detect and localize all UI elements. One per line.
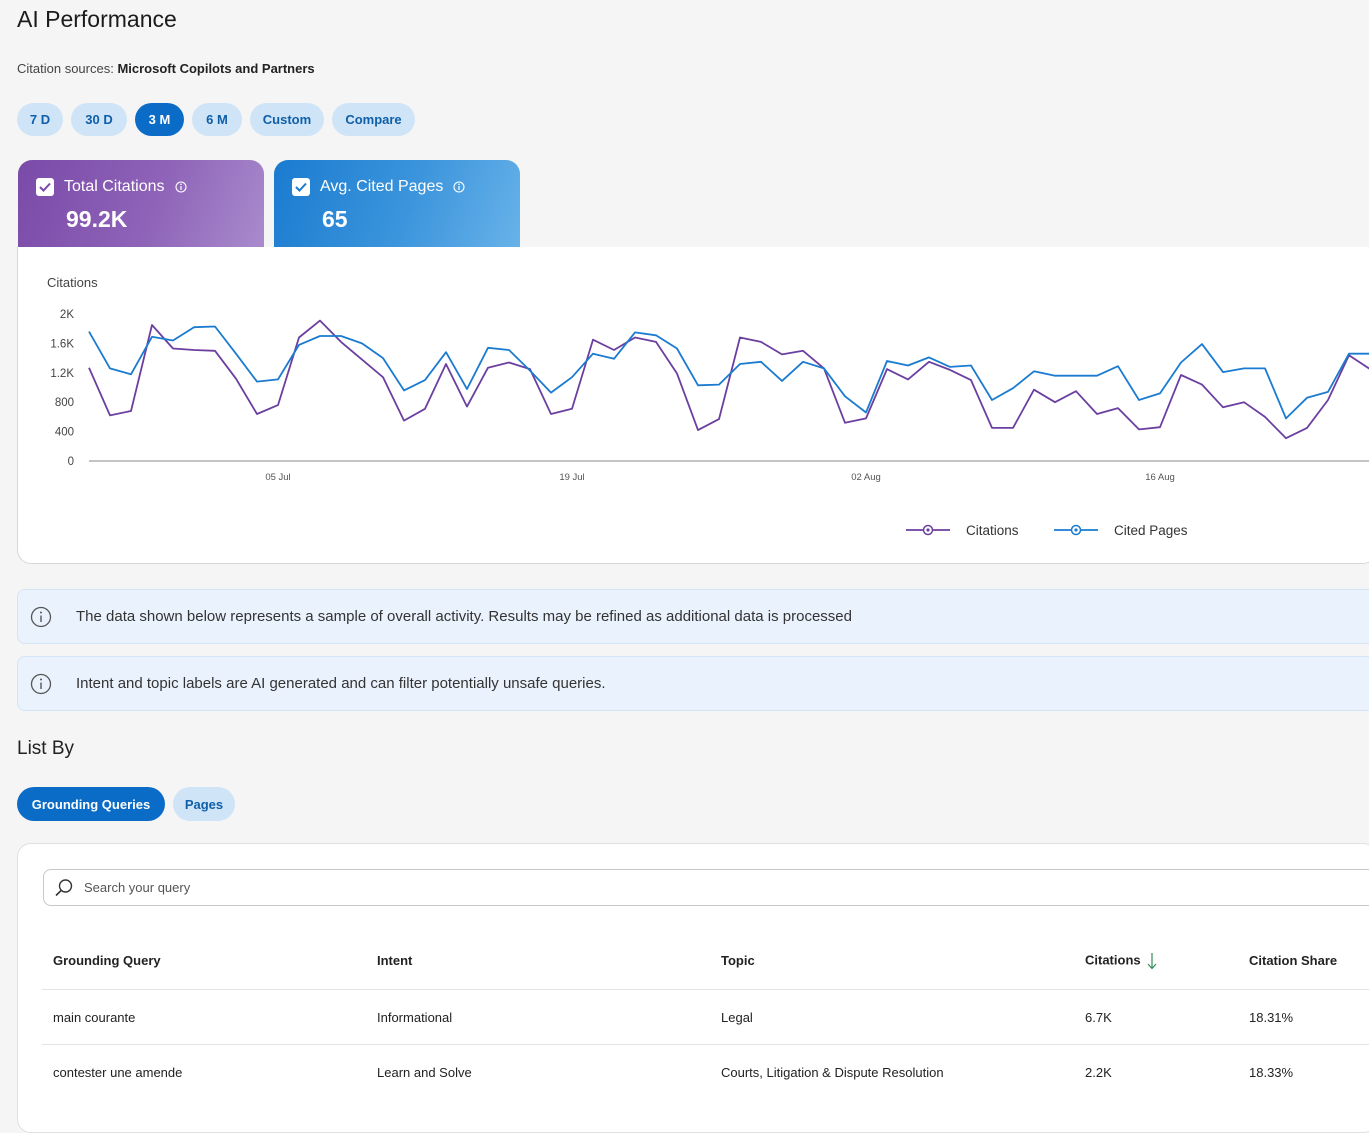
total-citations-checkbox[interactable] bbox=[36, 178, 54, 196]
range-6m-button[interactable]: 6 M bbox=[192, 103, 242, 136]
y-tick-label: 1.2K bbox=[50, 368, 74, 380]
range-30d-button[interactable]: 30 D bbox=[71, 103, 127, 136]
y-tick-label: 1.6K bbox=[50, 338, 74, 350]
table-row[interactable]: main courante Informational Legal 6.7K 1… bbox=[42, 989, 1369, 1045]
legend-label: Cited Pages bbox=[1114, 523, 1188, 538]
y-tick-label: 2K bbox=[60, 309, 74, 321]
list-by-tabs: Grounding Queries Pages bbox=[17, 787, 235, 821]
page-title: AI Performance bbox=[17, 6, 177, 32]
column-header-citations[interactable]: Citations bbox=[1085, 952, 1157, 970]
legend-label: Citations bbox=[966, 523, 1019, 538]
checkmark-icon bbox=[39, 182, 51, 192]
range-custom-button[interactable]: Custom bbox=[250, 103, 324, 136]
x-tick-label: 02 Aug bbox=[851, 472, 881, 483]
citation-sources: Citation sources: Microsoft Copilots and… bbox=[17, 61, 315, 76]
search-input[interactable] bbox=[82, 879, 686, 896]
cell-intent: Learn and Solve bbox=[377, 1065, 472, 1080]
info-circle-icon[interactable] bbox=[174, 181, 187, 193]
tab-grounding-queries[interactable]: Grounding Queries bbox=[17, 787, 165, 821]
cell-citation-share: 18.31% bbox=[1249, 1010, 1294, 1025]
table-header-row: Grounding Query Intent Topic Citations C… bbox=[42, 933, 1369, 988]
x-tick-label: 19 Jul bbox=[559, 472, 584, 483]
queries-table-panel: Grounding Query Intent Topic Citations C… bbox=[17, 843, 1369, 1133]
avg-cited-pages-label: Avg. Cited Pages bbox=[320, 178, 444, 195]
citations-line-chart: Citations 0 400 800 1.2K 1.6K 2K 05 Jul 19 Jul 02… bbox=[47, 275, 1369, 538]
total-citations-card[interactable]: Total Citations 99.2K bbox=[18, 160, 264, 247]
range-7d-button[interactable]: 7 D bbox=[17, 103, 63, 136]
avg-cited-pages-card[interactable]: Avg. Cited Pages 65 bbox=[274, 160, 520, 247]
avg-cited-pages-value: 65 bbox=[322, 206, 348, 232]
search-icon bbox=[55, 878, 73, 896]
citation-sources-label: Citation sources: bbox=[17, 61, 114, 76]
ai-labels-banner: Intent and topic labels are AI generated… bbox=[17, 656, 1369, 711]
arrow-down-icon bbox=[1147, 952, 1157, 969]
info-circle-icon[interactable] bbox=[453, 181, 465, 193]
column-header-grounding-query[interactable]: Grounding Query bbox=[53, 953, 161, 968]
column-header-citation-share[interactable]: Citation Share bbox=[1249, 953, 1338, 968]
date-range-selector: 7 D 30 D 3 M 6 M Custom Compare bbox=[17, 103, 415, 136]
legend-marker-dot bbox=[1074, 528, 1078, 532]
cell-grounding-query: contester une amende bbox=[53, 1065, 183, 1080]
ai-labels-banner-text: Intent and topic labels are AI generated… bbox=[76, 675, 606, 692]
y-tick-label: 400 bbox=[55, 427, 74, 439]
column-header-citations-label: Citations bbox=[1085, 951, 1141, 967]
cell-topic: Courts, Litigation & Dispute Resolution bbox=[721, 1065, 944, 1080]
table-row[interactable]: contester une amende Learn and Solve Cou… bbox=[42, 1044, 1369, 1100]
range-3m-button[interactable]: 3 M bbox=[135, 103, 184, 136]
total-citations-value: 99.2K bbox=[66, 206, 128, 232]
cell-topic: Legal bbox=[721, 1010, 753, 1025]
x-tick-label: 05 Jul bbox=[265, 472, 290, 483]
chart-panel: Citations 0 400 800 1.2K 1.6K 2K 05 Jul 19 Jul 02… bbox=[17, 247, 1369, 564]
y-axis-title: Citations bbox=[47, 275, 98, 290]
cell-citation-share: 18.33% bbox=[1249, 1065, 1294, 1080]
cell-citations: 6.7K bbox=[1085, 1010, 1112, 1025]
legend-marker-dot bbox=[926, 528, 930, 532]
sample-data-banner: The data shown below represents a sample… bbox=[17, 589, 1369, 644]
search-box[interactable] bbox=[43, 869, 1369, 906]
column-header-intent[interactable]: Intent bbox=[377, 953, 413, 968]
info-circle-icon bbox=[30, 673, 52, 694]
cell-intent: Informational bbox=[377, 1010, 453, 1025]
compare-button[interactable]: Compare bbox=[332, 103, 415, 136]
x-tick-label: 16 Aug bbox=[1145, 472, 1175, 483]
list-by-heading: List By bbox=[17, 738, 75, 759]
y-tick-label: 800 bbox=[55, 397, 74, 409]
series-line-citations bbox=[88, 319, 1369, 440]
column-header-topic[interactable]: Topic bbox=[721, 953, 755, 968]
series-line-cited-pages bbox=[88, 325, 1369, 420]
cell-citations: 2.2K bbox=[1085, 1065, 1112, 1080]
sample-data-banner-text: The data shown below represents a sample… bbox=[76, 608, 852, 625]
info-circle-icon bbox=[30, 606, 52, 627]
y-tick-label: 0 bbox=[68, 456, 74, 468]
cell-grounding-query: main courante bbox=[53, 1010, 136, 1025]
total-citations-label: Total Citations bbox=[64, 178, 165, 195]
avg-cited-pages-checkbox[interactable] bbox=[292, 178, 310, 196]
checkmark-icon bbox=[295, 182, 307, 192]
tab-pages[interactable]: Pages bbox=[173, 787, 235, 821]
citation-sources-value: Microsoft Copilots and Partners bbox=[117, 61, 315, 76]
